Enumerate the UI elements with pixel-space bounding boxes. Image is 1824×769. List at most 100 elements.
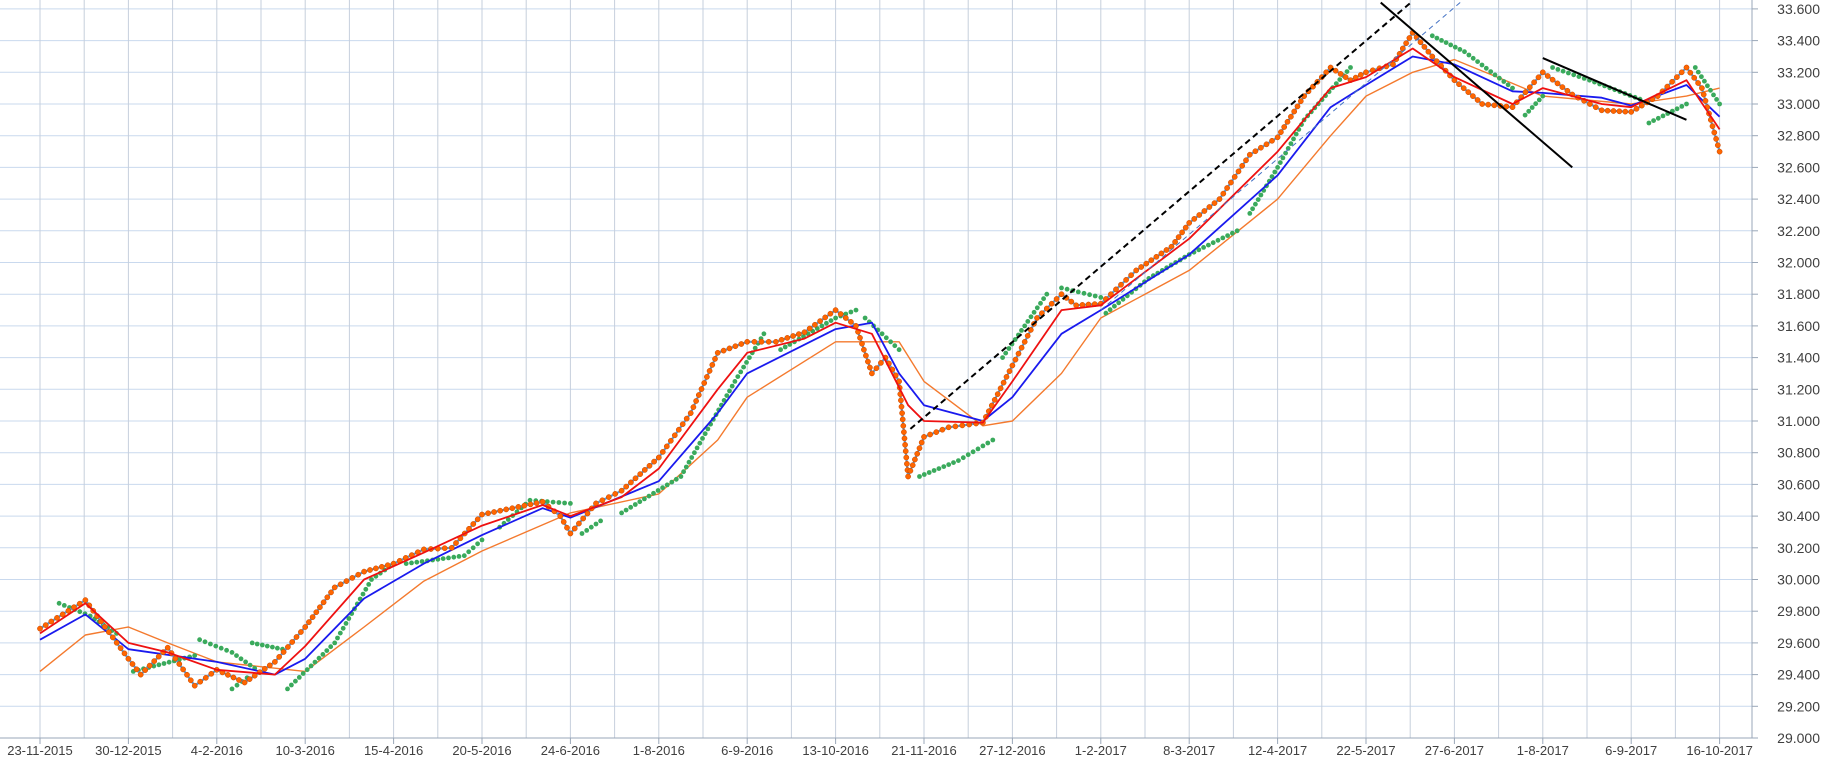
price-marker: [1598, 107, 1605, 114]
sar-dot: [1247, 211, 1253, 216]
price-marker: [125, 655, 132, 662]
price-marker: [1716, 148, 1723, 155]
sar-dot: [1225, 233, 1230, 239]
sar-dot: [568, 501, 573, 506]
price-marker: [1711, 129, 1718, 136]
sar-dot: [1293, 131, 1299, 137]
sar-dot: [975, 446, 981, 452]
y-tick-label: 32.400: [1777, 191, 1820, 207]
price-marker: [903, 454, 910, 461]
price-marker: [1291, 108, 1298, 115]
sar-dot: [632, 502, 638, 507]
sar-dot: [275, 645, 280, 651]
price-marker: [1714, 142, 1721, 149]
price-marker: [916, 445, 923, 452]
price-marker: [302, 624, 309, 630]
sar-dot: [1475, 59, 1480, 64]
sar-dot: [466, 549, 472, 555]
price-marker: [1559, 84, 1566, 90]
price-marker: [313, 609, 320, 616]
sar-dot: [1434, 35, 1440, 41]
price-marker: [1691, 74, 1698, 81]
sar-dot: [346, 616, 352, 621]
sar-dot: [254, 641, 260, 647]
sar-dot: [1112, 303, 1117, 309]
price-marker: [584, 510, 591, 517]
price-marker: [687, 410, 694, 416]
sar-dot: [1646, 120, 1652, 126]
price-marker: [146, 662, 153, 669]
price-marker: [720, 347, 727, 354]
price-marker: [1034, 315, 1040, 321]
sar-dot: [161, 661, 167, 666]
price-marker: [1522, 89, 1529, 96]
price-marker: [832, 307, 839, 313]
sar-dot: [1288, 141, 1294, 147]
price-marker: [1425, 48, 1432, 55]
price-marker: [1390, 61, 1396, 68]
y-tick-label: 29.800: [1777, 603, 1820, 619]
x-tick-label: 27-6-2017: [1425, 743, 1484, 758]
sar-dot: [1230, 230, 1235, 236]
sar-dot: [941, 464, 947, 469]
sar-dot: [689, 455, 695, 460]
sar-dot: [1497, 75, 1502, 81]
sar-dot: [1333, 81, 1339, 86]
price-marker: [521, 502, 528, 509]
price-marker: [37, 625, 43, 632]
price-marker: [1699, 85, 1705, 91]
sar-dot: [1250, 206, 1255, 212]
sar-dot: [218, 645, 224, 651]
sar-dot: [312, 659, 318, 665]
sar-dot: [697, 440, 703, 446]
price-marker: [367, 567, 373, 573]
price-marker: [618, 487, 625, 494]
sar-dot: [862, 315, 868, 321]
y-tick-label: 30.200: [1777, 540, 1820, 556]
y-tick-label: 29.400: [1777, 667, 1820, 683]
price-marker: [901, 429, 907, 435]
sar-dot: [692, 450, 697, 456]
sar-dot: [1012, 337, 1018, 342]
price-marker: [1474, 97, 1481, 103]
sar-dot: [479, 537, 485, 543]
price-marker: [912, 456, 918, 463]
price-marker: [1179, 229, 1185, 236]
sar-dot: [946, 462, 952, 467]
price-marker: [1485, 101, 1492, 108]
sar-dot: [328, 644, 334, 650]
sar-dot: [619, 510, 624, 516]
sar-dot: [343, 621, 349, 626]
price-marker: [1138, 264, 1145, 270]
price-marker: [293, 634, 300, 640]
sar-dot: [741, 364, 746, 370]
sar-dot: [470, 545, 476, 551]
price-marker: [790, 333, 796, 339]
y-tick-label: 31.400: [1777, 350, 1820, 366]
price-marker: [1526, 84, 1533, 91]
price-marker: [236, 677, 242, 683]
price-marker: [704, 374, 710, 380]
price-marker: [527, 501, 534, 508]
x-tick-label: 10-3-2016: [276, 743, 335, 758]
sar-dot: [527, 497, 533, 503]
sar-dot: [673, 476, 679, 482]
sar-dot: [1479, 62, 1485, 68]
price-marker: [605, 494, 612, 500]
sar-dot: [340, 625, 346, 631]
sar-dot: [1034, 305, 1040, 311]
sar-dot: [414, 559, 420, 565]
sar-dot: [651, 490, 656, 496]
price-marker: [1216, 196, 1223, 202]
price-marker: [1158, 250, 1165, 257]
sar-dot: [819, 323, 825, 329]
sar-dot: [1488, 69, 1494, 74]
sar-dot: [848, 309, 854, 315]
sar-dot: [1201, 245, 1206, 250]
price-marker: [241, 679, 248, 686]
price-marker: [1228, 179, 1234, 186]
sar-dot: [296, 675, 302, 680]
price-marker: [470, 521, 477, 527]
y-tick-label: 29.600: [1777, 635, 1820, 651]
sar-dot: [456, 554, 462, 559]
